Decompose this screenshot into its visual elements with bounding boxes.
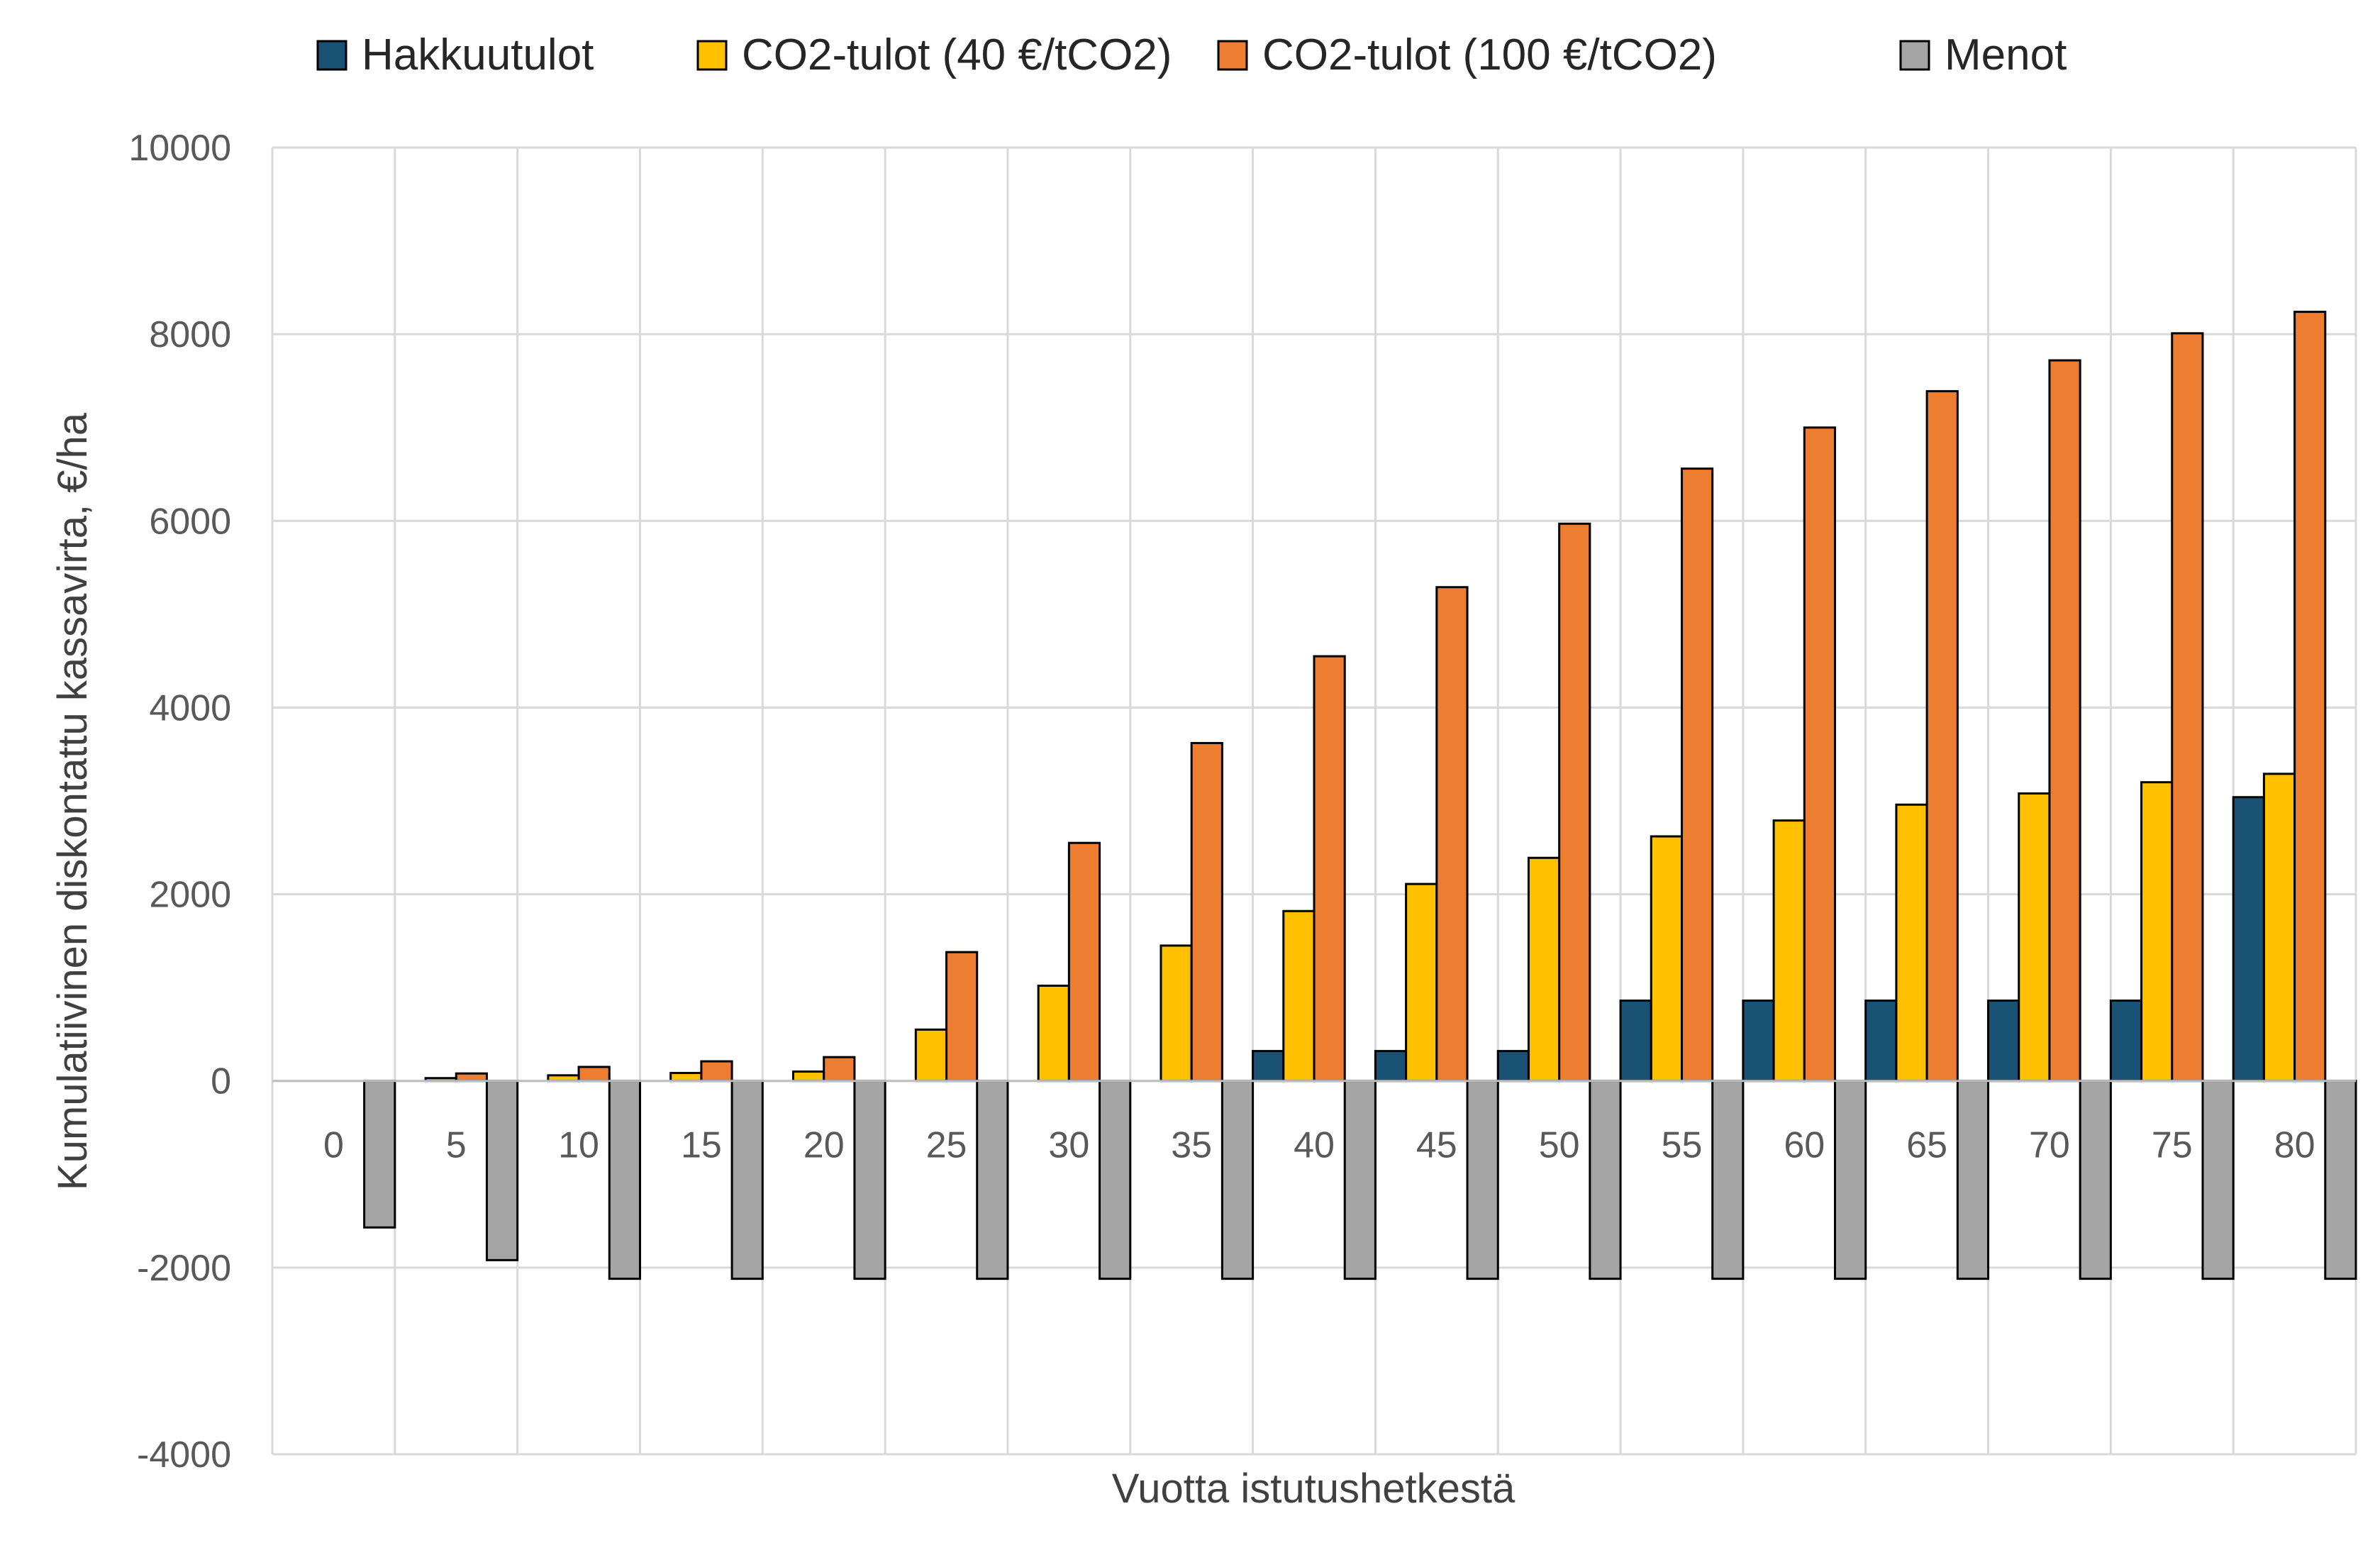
- x-tick-label: 65: [1906, 1125, 1947, 1166]
- x-tick-label: 0: [323, 1125, 344, 1166]
- x-tick-label: 5: [446, 1125, 467, 1166]
- bar: [1711, 1080, 1745, 1280]
- bar: [608, 1080, 641, 1280]
- y-tick-label: 10000: [128, 128, 231, 169]
- bar: [1160, 944, 1193, 1083]
- bar: [1037, 985, 1070, 1083]
- bar: [1680, 467, 1714, 1083]
- bar: [1466, 1080, 1499, 1280]
- x-tick-label: 70: [2029, 1125, 2070, 1166]
- bar: [1282, 909, 1316, 1083]
- bar: [1803, 426, 1837, 1083]
- bar: [976, 1080, 1009, 1280]
- x-tick-label: 75: [2152, 1125, 2193, 1166]
- bar: [792, 1070, 825, 1083]
- y-tick-label: 0: [211, 1061, 231, 1102]
- bar: [1374, 1050, 1408, 1083]
- y-tick-label: 4000: [149, 687, 231, 729]
- bar: [1742, 1000, 1775, 1083]
- legend-label: CO2-tulot (40 €/tCO2): [742, 31, 1172, 79]
- legend-label: CO2-tulot (100 €/tCO2): [1262, 31, 1717, 79]
- bar: [1895, 803, 1928, 1083]
- bar: [2232, 796, 2265, 1083]
- legend-label: Menot: [1945, 31, 2067, 79]
- y-tick-label: -4000: [137, 1434, 231, 1476]
- bar: [1925, 389, 1959, 1083]
- bar: [485, 1080, 519, 1261]
- bar: [1772, 819, 1806, 1083]
- bar: [730, 1080, 764, 1280]
- bar: [2201, 1080, 2235, 1280]
- y-tick-label: 2000: [149, 875, 231, 916]
- legend-label: Hakkuutulot: [362, 31, 594, 79]
- bar: [2109, 1000, 2143, 1083]
- bar: [1987, 1000, 2020, 1083]
- x-axis-title: Vuotta istutushetkestä: [1112, 1466, 1516, 1512]
- bar: [363, 1080, 396, 1229]
- legend: Hakkuutulot CO2-tulot (40 €/tCO2) CO2-tulo…: [316, 31, 2067, 79]
- bar: [1220, 1080, 1255, 1280]
- bar: [577, 1066, 611, 1083]
- bar: [2018, 792, 2051, 1083]
- bar: [2048, 359, 2081, 1083]
- bar: [1589, 1080, 1622, 1280]
- x-tick-label: 60: [1784, 1125, 1825, 1166]
- x-tick-label: 30: [1048, 1125, 1089, 1166]
- bar: [1834, 1080, 1867, 1280]
- bar: [2140, 781, 2174, 1083]
- x-tick-label: 45: [1416, 1125, 1457, 1166]
- bar: [1558, 522, 1591, 1083]
- legend-swatch: [316, 40, 347, 71]
- bar: [823, 1056, 856, 1083]
- x-tick-label: 55: [1662, 1125, 1703, 1166]
- x-tick-label: 20: [803, 1125, 845, 1166]
- bar: [1496, 1050, 1530, 1083]
- legend-swatch: [696, 40, 728, 71]
- bar: [455, 1072, 488, 1083]
- bar: [1619, 1000, 1652, 1083]
- bar: [914, 1028, 948, 1083]
- legend-swatch: [1899, 40, 1930, 71]
- bar: [1252, 1050, 1285, 1083]
- bar: [1343, 1080, 1377, 1280]
- x-tick-label: 50: [1539, 1125, 1580, 1166]
- bar: [945, 951, 979, 1083]
- x-tick-label: 15: [681, 1125, 722, 1166]
- bar: [853, 1080, 886, 1280]
- axes: -4000 -2000 0 2000 4000 6000 8000 10000 0 5 10 15 20…: [128, 128, 2356, 1476]
- bar: [1313, 655, 1346, 1083]
- bar: [2293, 311, 2327, 1083]
- y-tick-label: 6000: [149, 501, 231, 542]
- bar: [700, 1060, 733, 1083]
- x-tick-label: 80: [2274, 1125, 2315, 1166]
- bar: [1650, 835, 1683, 1083]
- bar: [2079, 1080, 2112, 1280]
- y-axis-title: Kumulatiivinen diskontattu kassavirta, €…: [50, 412, 96, 1190]
- legend-swatch: [1217, 40, 1248, 71]
- x-tick-label: 25: [926, 1125, 967, 1166]
- x-tick-label: 10: [558, 1125, 599, 1166]
- y-tick-label: -2000: [137, 1248, 231, 1289]
- bar: [1435, 586, 1469, 1083]
- bar: [1099, 1080, 1132, 1280]
- bars: [363, 311, 2357, 1280]
- bar: [1956, 1080, 1990, 1280]
- x-tick-label: 40: [1294, 1125, 1335, 1166]
- bar: [1067, 841, 1101, 1083]
- bar: [2262, 773, 2296, 1083]
- bar: [1864, 1000, 1898, 1083]
- bar: [2171, 332, 2204, 1083]
- bar: [1190, 741, 1223, 1083]
- bar: [669, 1072, 703, 1083]
- x-tick-label: 35: [1171, 1125, 1212, 1166]
- bar: [1405, 882, 1438, 1083]
- bar: [2324, 1080, 2357, 1280]
- y-tick-label: 8000: [149, 314, 231, 355]
- bar: [1527, 856, 1561, 1083]
